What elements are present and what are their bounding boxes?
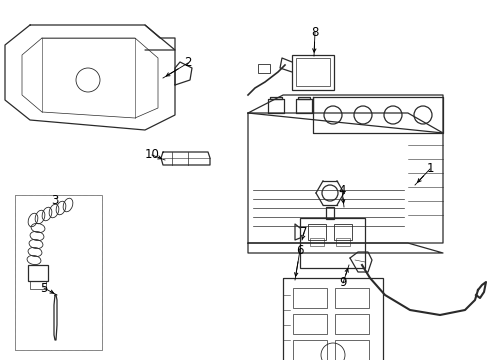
Bar	[30, 281, 46, 289]
Bar	[335, 340, 369, 360]
Bar	[296, 58, 330, 86]
Bar	[310, 238, 324, 246]
Bar	[258, 64, 270, 73]
Bar	[326, 207, 334, 219]
Bar	[308, 224, 326, 240]
Text: 7: 7	[300, 226, 308, 239]
Text: 5: 5	[40, 282, 48, 294]
Text: 10: 10	[145, 148, 159, 162]
Bar	[335, 288, 369, 308]
Bar	[293, 288, 327, 308]
Text: 2: 2	[184, 57, 192, 69]
Bar	[334, 224, 352, 240]
Bar	[15, 195, 102, 350]
Bar	[293, 314, 327, 334]
Bar	[28, 265, 48, 281]
Bar	[336, 238, 350, 246]
Bar	[15, 195, 102, 350]
Bar	[335, 314, 369, 334]
Text: 4: 4	[338, 184, 346, 197]
Bar	[300, 218, 365, 268]
Text: 9: 9	[339, 276, 347, 289]
Text: 8: 8	[311, 26, 318, 39]
Bar	[283, 278, 383, 360]
Text: 1: 1	[426, 162, 434, 175]
Text: 6: 6	[296, 243, 304, 256]
Bar	[292, 55, 334, 90]
Bar	[293, 340, 327, 360]
Text: 3: 3	[51, 194, 59, 207]
